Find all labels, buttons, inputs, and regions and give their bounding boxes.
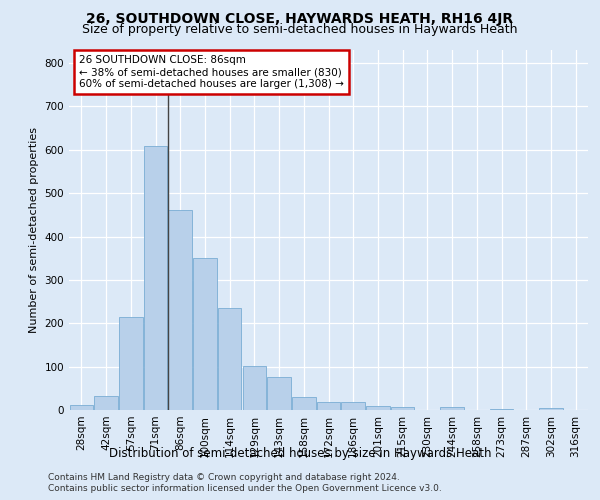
Bar [317, 402, 340, 410]
Bar [242, 366, 266, 410]
Text: Distribution of semi-detached houses by size in Haywards Heath: Distribution of semi-detached houses by … [109, 448, 491, 460]
Bar [119, 316, 143, 410]
Text: Contains HM Land Registry data © Crown copyright and database right 2024.: Contains HM Land Registry data © Crown c… [48, 473, 400, 482]
Bar [218, 308, 241, 410]
Text: 26 SOUTHDOWN CLOSE: 86sqm
← 38% of semi-detached houses are smaller (830)
60% of: 26 SOUTHDOWN CLOSE: 86sqm ← 38% of semi-… [79, 56, 344, 88]
Bar [169, 210, 192, 410]
Y-axis label: Number of semi-detached properties: Number of semi-detached properties [29, 127, 39, 333]
Text: Contains public sector information licensed under the Open Government Licence v3: Contains public sector information licen… [48, 484, 442, 493]
Bar [539, 408, 563, 410]
Text: Size of property relative to semi-detached houses in Haywards Heath: Size of property relative to semi-detach… [82, 22, 518, 36]
Bar [70, 405, 93, 410]
Bar [292, 397, 316, 410]
Bar [144, 146, 167, 410]
Bar [366, 406, 389, 410]
Bar [440, 406, 464, 410]
Text: 26, SOUTHDOWN CLOSE, HAYWARDS HEATH, RH16 4JR: 26, SOUTHDOWN CLOSE, HAYWARDS HEATH, RH1… [86, 12, 514, 26]
Bar [490, 408, 513, 410]
Bar [341, 402, 365, 410]
Bar [391, 406, 415, 410]
Bar [193, 258, 217, 410]
Bar [94, 396, 118, 410]
Bar [268, 377, 291, 410]
